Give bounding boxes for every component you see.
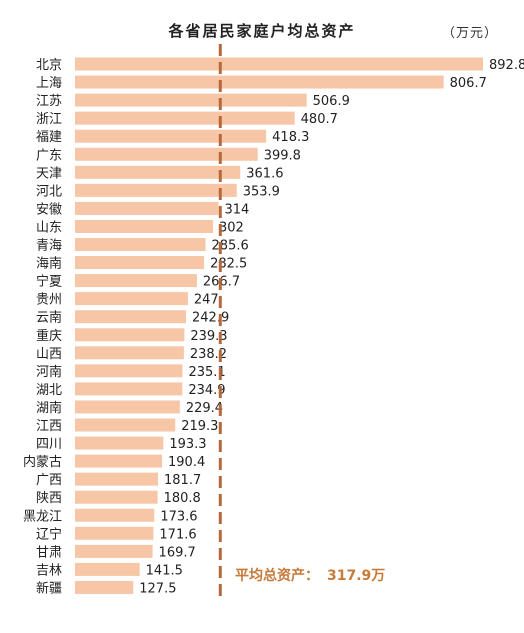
bar-10 bbox=[75, 238, 206, 251]
category-label-13: 贵州 bbox=[36, 293, 62, 308]
chart-title: 各省居民家庭户均总资产 bbox=[168, 22, 356, 40]
bar-18 bbox=[75, 382, 183, 396]
category-label-28: 吉林 bbox=[36, 563, 62, 578]
value-label-28: 141.5 bbox=[146, 563, 183, 578]
value-label-11: 282.5 bbox=[210, 257, 247, 272]
category-label-4: 福建 bbox=[36, 130, 62, 145]
value-label-10: 285.6 bbox=[212, 239, 249, 254]
value-label-8: 314 bbox=[224, 202, 249, 217]
value-label-25: 173.6 bbox=[160, 509, 197, 524]
bar-4 bbox=[75, 129, 267, 143]
value-label-22: 190.4 bbox=[168, 455, 205, 470]
category-label-8: 安徽 bbox=[36, 202, 62, 217]
value-label-23: 181.7 bbox=[164, 473, 201, 488]
value-label-26: 171.6 bbox=[159, 527, 196, 542]
category-label-18: 湖北 bbox=[36, 383, 62, 398]
bar-27 bbox=[75, 544, 153, 558]
bar-12 bbox=[75, 274, 197, 288]
bar-17 bbox=[75, 364, 183, 378]
value-label-4: 418.3 bbox=[272, 130, 309, 145]
category-label-2: 江苏 bbox=[36, 93, 62, 109]
bar-6 bbox=[75, 165, 241, 179]
bar-3 bbox=[75, 111, 295, 125]
category-label-7: 河北 bbox=[36, 184, 62, 199]
value-label-20: 219.3 bbox=[181, 419, 218, 434]
bar-11 bbox=[75, 256, 205, 270]
value-label-13: 247 bbox=[194, 293, 219, 308]
value-label-29: 127.5 bbox=[139, 581, 176, 596]
value-label-9: 302 bbox=[219, 220, 244, 235]
bar-28 bbox=[75, 562, 140, 576]
category-label-11: 海南 bbox=[36, 256, 62, 272]
bar-29 bbox=[75, 580, 134, 594]
bar-5 bbox=[75, 147, 258, 161]
value-label-27: 169.7 bbox=[159, 545, 196, 560]
value-label-1: 806.7 bbox=[450, 76, 487, 91]
bar-8 bbox=[75, 201, 219, 215]
value-label-2: 506.9 bbox=[313, 94, 350, 109]
category-label-12: 宁夏 bbox=[36, 274, 62, 290]
category-label-0: 北京 bbox=[36, 58, 62, 73]
value-label-17: 235.1 bbox=[188, 365, 225, 380]
value-label-16: 238.2 bbox=[190, 347, 227, 362]
category-label-16: 山西 bbox=[36, 347, 62, 362]
bar-23 bbox=[75, 472, 159, 486]
value-label-7: 353.9 bbox=[243, 184, 280, 199]
average-value: 317.9万 bbox=[327, 568, 386, 584]
category-label-29: 新疆 bbox=[36, 580, 62, 596]
category-label-15: 重庆 bbox=[36, 328, 62, 344]
bar-0 bbox=[75, 57, 483, 71]
category-label-9: 山东 bbox=[36, 220, 62, 235]
category-label-20: 江西 bbox=[36, 419, 62, 434]
average-label: 平均总资产： bbox=[235, 568, 319, 584]
bar-1 bbox=[75, 75, 444, 89]
category-label-21: 四川 bbox=[36, 437, 62, 452]
category-label-1: 上海 bbox=[36, 76, 62, 91]
value-label-15: 239.3 bbox=[190, 329, 227, 344]
category-label-26: 辽宁 bbox=[36, 526, 62, 542]
category-label-6: 天津 bbox=[36, 166, 62, 181]
value-label-5: 399.8 bbox=[264, 148, 301, 163]
value-label-6: 361.6 bbox=[246, 166, 283, 181]
bar-24 bbox=[75, 490, 158, 504]
bar-13 bbox=[75, 292, 188, 306]
bar-26 bbox=[75, 526, 154, 540]
bar-25 bbox=[75, 508, 155, 522]
value-label-14: 242.9 bbox=[192, 311, 229, 326]
bar-21 bbox=[75, 436, 164, 450]
bar-9 bbox=[75, 219, 214, 233]
category-label-17: 河南 bbox=[36, 364, 62, 380]
value-label-21: 193.3 bbox=[169, 437, 206, 452]
category-label-10: 青海 bbox=[36, 239, 62, 254]
average-annotation: 平均总资产： 317.9万 bbox=[235, 565, 385, 585]
category-label-14: 云南 bbox=[36, 310, 62, 326]
bar-20 bbox=[75, 418, 176, 432]
unit-label: （万元） bbox=[441, 26, 498, 41]
category-label-3: 浙江 bbox=[36, 112, 62, 127]
value-label-24: 180.8 bbox=[164, 491, 201, 506]
bar-15 bbox=[75, 328, 185, 342]
bar-7 bbox=[75, 183, 237, 197]
bar-16 bbox=[75, 346, 184, 360]
bar-22 bbox=[75, 454, 163, 468]
category-label-24: 陕西 bbox=[36, 491, 62, 506]
value-label-3: 480.7 bbox=[301, 112, 338, 127]
value-label-19: 229.4 bbox=[186, 401, 223, 416]
category-label-27: 甘肃 bbox=[36, 545, 62, 560]
bar-19 bbox=[75, 400, 180, 414]
bar-14 bbox=[75, 310, 186, 324]
bar-2 bbox=[75, 93, 307, 107]
category-label-23: 广西 bbox=[36, 473, 62, 488]
category-label-25: 黑龙江 bbox=[23, 509, 62, 524]
value-label-0: 892.8 bbox=[489, 58, 524, 73]
value-label-18: 234.9 bbox=[188, 383, 225, 398]
category-label-22: 内蒙古 bbox=[23, 454, 62, 470]
category-label-19: 湖南 bbox=[36, 400, 62, 416]
category-label-5: 广东 bbox=[36, 148, 62, 163]
